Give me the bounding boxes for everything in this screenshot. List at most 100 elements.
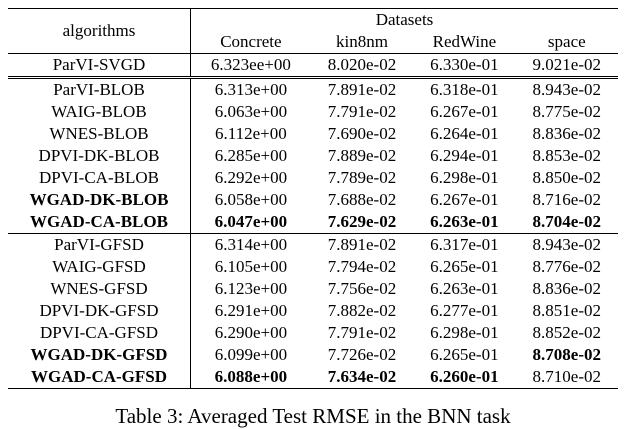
table-row: WGAD-CA-BLOB 6.047e+00 7.629e-02 6.263e-01 8… xyxy=(8,211,618,234)
rmse-cell: 6.267e-01 xyxy=(430,102,499,121)
rmse-cell: 8.851e-02 xyxy=(532,301,602,320)
rmse-cell: 6.260e-01 xyxy=(413,366,516,389)
table-row: ParVI-GFSD 6.314e+00 7.891e-02 6.317e-01 8.9… xyxy=(8,233,618,256)
algorithm-name: WGAD-DK-BLOB xyxy=(8,189,191,211)
algorithm-name: WGAD-CA-BLOB xyxy=(8,211,191,234)
rmse-cell: 8.776e-02 xyxy=(532,257,602,276)
rmse-cell: 8.704e-02 xyxy=(532,212,602,231)
results-table: algorithms Datasets Concrete kin8nm RedWin… xyxy=(8,8,618,389)
table-row: DPVI-CA-BLOB 6.292e+00 7.789e-02 6.298e-01 8… xyxy=(8,167,618,189)
algorithm-name: WNES-GFSD xyxy=(8,278,191,300)
rmse-cell: 8.775e-02 xyxy=(532,102,602,121)
group-header: Datasets xyxy=(190,8,618,31)
rmse-cell: 8.943e-02 xyxy=(515,76,618,101)
rmse-cell: 6.264e-01 xyxy=(430,124,499,143)
rmse-cell: 6.291e+00 xyxy=(214,301,288,320)
table-header: algorithms Datasets Concrete kin8nm RedWin… xyxy=(8,8,618,54)
algorithm-name: DPVI-DK-BLOB xyxy=(8,145,191,167)
rmse-cell: 6.265e-01 xyxy=(430,257,499,276)
algorithm-name: DPVI-CA-GFSD xyxy=(8,322,191,344)
rmse-cell: 6.292e+00 xyxy=(214,168,288,187)
rmse-cell: 6.058e+00 xyxy=(214,190,288,209)
algorithm-name: WAIG-BLOB xyxy=(8,101,191,123)
rmse-cell: 7.756e-02 xyxy=(327,279,397,298)
rmse-cell: 6.314e+00 xyxy=(190,233,311,256)
rmse-cell: 7.891e-02 xyxy=(310,76,414,101)
rmse-cell: 6.123e+00 xyxy=(214,279,288,298)
algorithm-name: WNES-BLOB xyxy=(8,123,191,145)
rmse-cell: 7.794e-02 xyxy=(327,257,397,276)
rmse-cell: 8.710e-02 xyxy=(515,366,618,389)
rmse-cell: 7.789e-02 xyxy=(327,168,397,187)
corner-header: algorithms xyxy=(8,8,191,54)
rmse-cell: 7.882e-02 xyxy=(327,301,397,320)
rmse-cell: 6.105e+00 xyxy=(214,257,288,276)
rmse-cell: 6.298e-01 xyxy=(430,168,499,187)
rmse-cell: 8.852e-02 xyxy=(532,323,602,342)
row-group: ParVI-BLOB 6.313e+00 7.891e-02 6.318e-01 8.9… xyxy=(8,76,618,234)
rmse-cell: 9.021e-02 xyxy=(515,53,618,78)
rmse-cell: 7.791e-02 xyxy=(327,323,397,342)
table-row: WNES-GFSD 6.123e+00 7.756e-02 6.263e-01 8.83… xyxy=(8,278,618,300)
rmse-cell: 7.634e-02 xyxy=(310,366,414,389)
header-row: algorithms Datasets xyxy=(8,8,618,54)
table-row: WGAD-DK-BLOB 6.058e+00 7.688e-02 6.267e-01 8… xyxy=(8,189,618,211)
rmse-cell: 8.836e-02 xyxy=(532,279,602,298)
rmse-cell: 6.330e-01 xyxy=(413,53,516,78)
rmse-cell: 8.853e-02 xyxy=(532,146,602,165)
rmse-cell: 8.836e-02 xyxy=(532,124,602,143)
rmse-cell: 6.277e-01 xyxy=(430,301,499,320)
rmse-cell: 7.889e-02 xyxy=(327,146,397,165)
column-header: space xyxy=(547,32,586,51)
row-group: ParVI-GFSD 6.314e+00 7.891e-02 6.317e-01 8.9… xyxy=(8,233,618,389)
rmse-cell: 6.263e-01 xyxy=(430,212,499,231)
rmse-cell: 6.313e+00 xyxy=(190,76,311,101)
rmse-cell: 7.690e-02 xyxy=(327,124,397,143)
rmse-cell: 6.265e-01 xyxy=(430,345,499,364)
rmse-cell: 7.629e-02 xyxy=(327,212,397,231)
table-row: DPVI-DK-GFSD 6.291e+00 7.882e-02 6.277e-01 8… xyxy=(8,300,618,322)
table-row: WNES-BLOB 6.112e+00 7.690e-02 6.264e-01 8.83… xyxy=(8,123,618,145)
algorithm-name: ParVI-BLOB xyxy=(8,76,191,101)
column-header: Concrete xyxy=(220,32,282,51)
rmse-cell: 8.708e-02 xyxy=(532,345,602,364)
rmse-cell: 8.020e-02 xyxy=(310,53,414,78)
table-row: ParVI-BLOB 6.313e+00 7.891e-02 6.318e-01 8.9… xyxy=(8,76,618,101)
row-group: ParVI-SVGD 6.323ee+00 8.020e-02 6.330e-01 9.… xyxy=(8,53,618,78)
algorithm-name: WGAD-CA-GFSD xyxy=(8,366,191,389)
table-row: DPVI-CA-GFSD 6.290e+00 7.791e-02 6.298e-01 8… xyxy=(8,322,618,344)
header-row: Concrete kin8nm RedWine space xyxy=(8,31,618,54)
algorithm-name: DPVI-CA-BLOB xyxy=(8,167,191,189)
rmse-cell: 8.716e-02 xyxy=(532,190,602,209)
rmse-cell: 7.891e-02 xyxy=(310,233,414,256)
table-row: ParVI-SVGD 6.323ee+00 8.020e-02 6.330e-01 9.… xyxy=(8,53,618,78)
rmse-cell: 6.099e+00 xyxy=(214,345,288,364)
table-row: WAIG-BLOB 6.063e+00 7.791e-02 6.267e-01 8.77… xyxy=(8,101,618,123)
table-row: WAIG-GFSD 6.105e+00 7.794e-02 6.265e-01 8.77… xyxy=(8,256,618,278)
algorithm-name: ParVI-SVGD xyxy=(8,53,191,78)
rmse-cell: 6.112e+00 xyxy=(215,124,287,143)
rmse-cell: 6.063e+00 xyxy=(214,102,288,121)
caption: Table 3: Averaged Test RMSE in the BNN t… xyxy=(115,404,511,428)
rmse-cell: 6.290e+00 xyxy=(214,323,288,342)
table-row: DPVI-DK-BLOB 6.285e+00 7.889e-02 6.294e-01 8… xyxy=(8,145,618,167)
rmse-cell: 6.323ee+00 xyxy=(190,53,311,78)
column-header: kin8nm xyxy=(336,32,388,51)
rmse-cell: 6.267e-01 xyxy=(430,190,499,209)
rmse-cell: 6.088e+00 xyxy=(190,366,311,389)
rmse-cell: 8.850e-02 xyxy=(532,168,602,187)
rmse-cell: 6.047e+00 xyxy=(214,212,288,231)
algorithm-name: DPVI-DK-GFSD xyxy=(8,300,191,322)
algorithm-name: ParVI-GFSD xyxy=(8,233,191,256)
algorithm-name: WAIG-GFSD xyxy=(8,256,191,278)
rmse-cell: 7.726e-02 xyxy=(327,345,397,364)
rmse-cell: 6.285e+00 xyxy=(214,146,288,165)
rmse-cell: 6.298e-01 xyxy=(430,323,499,342)
rmse-cell: 6.294e-01 xyxy=(430,146,499,165)
rmse-cell: 6.317e-01 xyxy=(413,233,516,256)
rmse-cell: 6.318e-01 xyxy=(413,76,516,101)
table-row: WGAD-DK-GFSD 6.099e+00 7.726e-02 6.265e-01 8… xyxy=(8,344,618,366)
rmse-cell: 7.791e-02 xyxy=(327,102,397,121)
rmse-cell: 8.943e-02 xyxy=(515,233,618,256)
